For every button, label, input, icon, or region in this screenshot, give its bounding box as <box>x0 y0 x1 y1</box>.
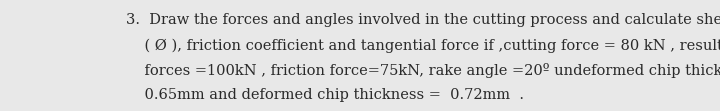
Text: forces =100kN , friction force=75kN, rake angle =20º undeformed chip thickness =: forces =100kN , friction force=75kN, rak… <box>126 63 720 78</box>
Text: ( Ø ), friction coefficient and tangential force if ,cutting force = 80 kN , res: ( Ø ), friction coefficient and tangenti… <box>126 38 720 53</box>
Text: 3.  Draw the forces and angles involved in the cutting process and calculate she: 3. Draw the forces and angles involved i… <box>126 13 720 27</box>
Text: 0.65mm and deformed chip thickness =  0.72mm  .: 0.65mm and deformed chip thickness = 0.7… <box>126 88 524 102</box>
